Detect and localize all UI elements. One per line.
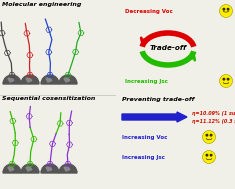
Circle shape bbox=[223, 78, 225, 80]
Circle shape bbox=[203, 150, 215, 163]
Text: Decreasing Voc: Decreasing Voc bbox=[125, 9, 173, 13]
Text: Trade-off: Trade-off bbox=[149, 45, 187, 51]
Wedge shape bbox=[26, 167, 32, 171]
Wedge shape bbox=[46, 78, 52, 82]
Wedge shape bbox=[26, 78, 32, 82]
Text: Increasing Jsc: Increasing Jsc bbox=[125, 78, 168, 84]
Text: Preventing trade-off: Preventing trade-off bbox=[122, 97, 194, 102]
Wedge shape bbox=[21, 75, 39, 84]
Circle shape bbox=[223, 8, 225, 10]
Wedge shape bbox=[8, 78, 14, 82]
Wedge shape bbox=[59, 164, 77, 173]
Circle shape bbox=[206, 134, 208, 136]
Wedge shape bbox=[21, 164, 39, 173]
Wedge shape bbox=[46, 167, 52, 171]
Circle shape bbox=[210, 154, 212, 156]
Circle shape bbox=[219, 74, 232, 88]
Text: Increasing Jsc: Increasing Jsc bbox=[122, 154, 165, 160]
Text: Increasing Voc: Increasing Voc bbox=[122, 135, 167, 139]
FancyArrow shape bbox=[122, 112, 187, 122]
Text: Sequential cosensitization: Sequential cosensitization bbox=[2, 96, 95, 101]
Wedge shape bbox=[41, 75, 59, 84]
Circle shape bbox=[206, 154, 208, 156]
Wedge shape bbox=[64, 167, 70, 171]
Text: η=10.09% (1 sun): η=10.09% (1 sun) bbox=[192, 111, 235, 115]
Circle shape bbox=[219, 5, 232, 18]
Circle shape bbox=[210, 134, 212, 136]
Wedge shape bbox=[3, 164, 21, 173]
Circle shape bbox=[203, 130, 215, 143]
Text: η=11.12% (0.3 sun): η=11.12% (0.3 sun) bbox=[192, 119, 235, 123]
Wedge shape bbox=[59, 75, 77, 84]
Wedge shape bbox=[64, 78, 70, 82]
Wedge shape bbox=[3, 75, 21, 84]
Text: Molecular engineering: Molecular engineering bbox=[2, 2, 81, 7]
Circle shape bbox=[227, 78, 229, 80]
Wedge shape bbox=[41, 164, 59, 173]
Circle shape bbox=[227, 8, 229, 10]
Wedge shape bbox=[8, 167, 14, 171]
